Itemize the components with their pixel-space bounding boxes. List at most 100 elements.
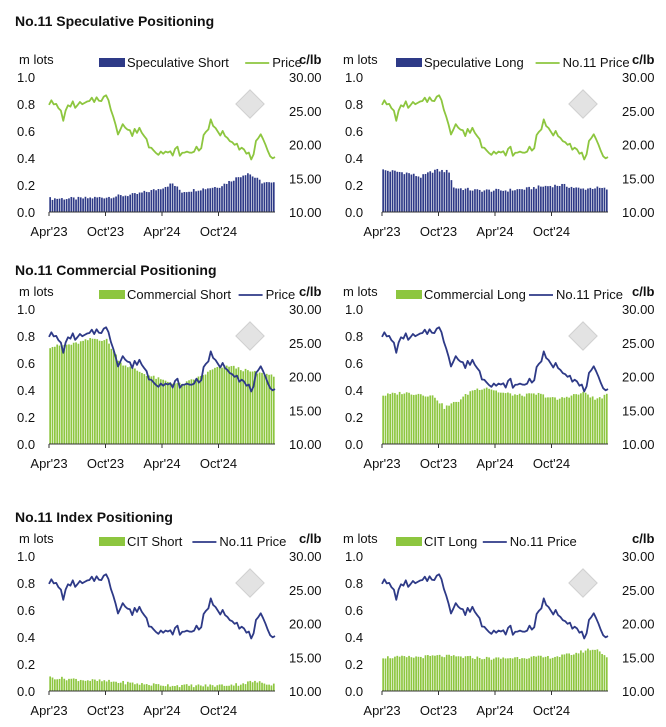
bar-mark: [82, 680, 84, 691]
bar-mark: [431, 655, 434, 691]
bar-mark: [596, 649, 599, 691]
left-tick-label: 0.2: [17, 657, 35, 672]
bar-mark: [181, 192, 183, 212]
bar-mark: [218, 684, 221, 691]
bar-mark: [488, 388, 490, 444]
bar-mark: [485, 387, 488, 444]
bar-mark: [389, 658, 392, 691]
right-tick-label: 20.00: [622, 617, 655, 632]
bar-mark: [594, 188, 596, 212]
bar-mark: [580, 188, 582, 212]
bar-mark: [63, 678, 66, 691]
bar-mark: [594, 649, 596, 691]
bar-mark: [209, 370, 212, 444]
bar-mark: [485, 656, 488, 691]
bar-mark: [405, 172, 408, 212]
bar-mark: [96, 197, 99, 212]
bar-mark: [394, 170, 396, 212]
bar-mark: [49, 348, 51, 444]
bar-mark: [438, 171, 441, 212]
bar-mark: [382, 658, 384, 691]
bar-mark: [167, 381, 169, 444]
bar-mark: [561, 183, 563, 212]
cz-diamond-logo: [568, 321, 598, 351]
bar-mark: [202, 375, 205, 444]
bar-mark: [394, 656, 396, 691]
bar-mark: [169, 382, 172, 444]
left-tick-label: 0.0: [17, 437, 35, 452]
bar-mark: [549, 185, 552, 212]
bar-mark: [504, 393, 507, 444]
bar-mark: [568, 397, 570, 444]
bar-mark: [570, 655, 573, 691]
bar-mark: [495, 390, 497, 444]
right-tick-label: 30.00: [289, 302, 322, 317]
cz-diamond-logo: [568, 568, 598, 598]
left-unit-label: m lots: [19, 284, 54, 299]
left-tick-label: 0.2: [17, 410, 35, 425]
bar-mark: [261, 372, 263, 444]
bar-mark: [188, 191, 190, 212]
bar-mark: [591, 188, 594, 212]
bar-mark: [514, 394, 516, 444]
bar-mark: [448, 172, 450, 212]
left-tick-label: 1.0: [345, 549, 363, 564]
bar-mark: [155, 190, 157, 212]
bar-mark: [68, 198, 70, 212]
bar-mark: [101, 681, 103, 691]
bar-mark: [171, 685, 174, 691]
bar-mark: [457, 401, 460, 444]
right-tick-label: 20.00: [289, 138, 322, 153]
bar-mark: [419, 177, 422, 212]
bar-mark: [103, 680, 106, 691]
bar-mark: [398, 656, 401, 691]
right-tick-label: 10.00: [622, 437, 655, 452]
bar-mark: [518, 189, 521, 212]
bar-mark: [270, 374, 273, 444]
bar-mark: [270, 685, 273, 691]
left-tick-label: 0.8: [345, 329, 363, 344]
bar-mark: [514, 657, 516, 691]
bar-mark: [141, 192, 143, 212]
right-tick-label: 10.00: [289, 205, 322, 220]
bar-mark: [565, 186, 568, 212]
bar-mark: [157, 684, 160, 691]
left-tick-label: 0.6: [17, 124, 35, 139]
bar-mark: [561, 397, 563, 444]
bar-mark: [141, 683, 143, 691]
bar-mark: [551, 657, 554, 691]
bar-mark: [237, 685, 240, 691]
x-tick-label: Oct'23: [420, 224, 457, 239]
bar-mark: [572, 187, 575, 212]
bar-mark: [101, 340, 103, 444]
bar-mark: [169, 183, 172, 212]
bar-mark: [410, 394, 413, 444]
bar-mark: [481, 659, 483, 691]
bar-mark: [582, 652, 585, 691]
bar-mark: [110, 348, 113, 444]
bar-mark: [216, 685, 219, 691]
x-tick-label: Oct'23: [87, 456, 124, 471]
bar-mark: [452, 187, 455, 212]
bar-mark: [75, 342, 77, 444]
bar-mark: [237, 367, 240, 444]
bar-mark: [514, 190, 516, 212]
bar-mark: [387, 393, 389, 444]
bar-mark: [75, 678, 77, 691]
bar-mark: [537, 185, 540, 212]
bar-mark: [207, 188, 209, 212]
legend-line-label: No.11 Price: [219, 534, 286, 549]
bar-mark: [580, 650, 582, 691]
bar-mark: [587, 188, 589, 212]
legend-bar-swatch: [99, 537, 125, 546]
bar-mark: [575, 394, 578, 444]
bar-mark: [239, 370, 242, 444]
bar-mark: [398, 391, 401, 444]
bar-mark: [471, 658, 474, 691]
bar-mark: [51, 677, 54, 691]
bar-mark: [72, 197, 75, 212]
bar-mark: [544, 656, 547, 691]
bar-mark: [554, 184, 556, 212]
bar-mark: [195, 191, 197, 212]
legend-bar-label: Commercial Short: [127, 287, 231, 302]
